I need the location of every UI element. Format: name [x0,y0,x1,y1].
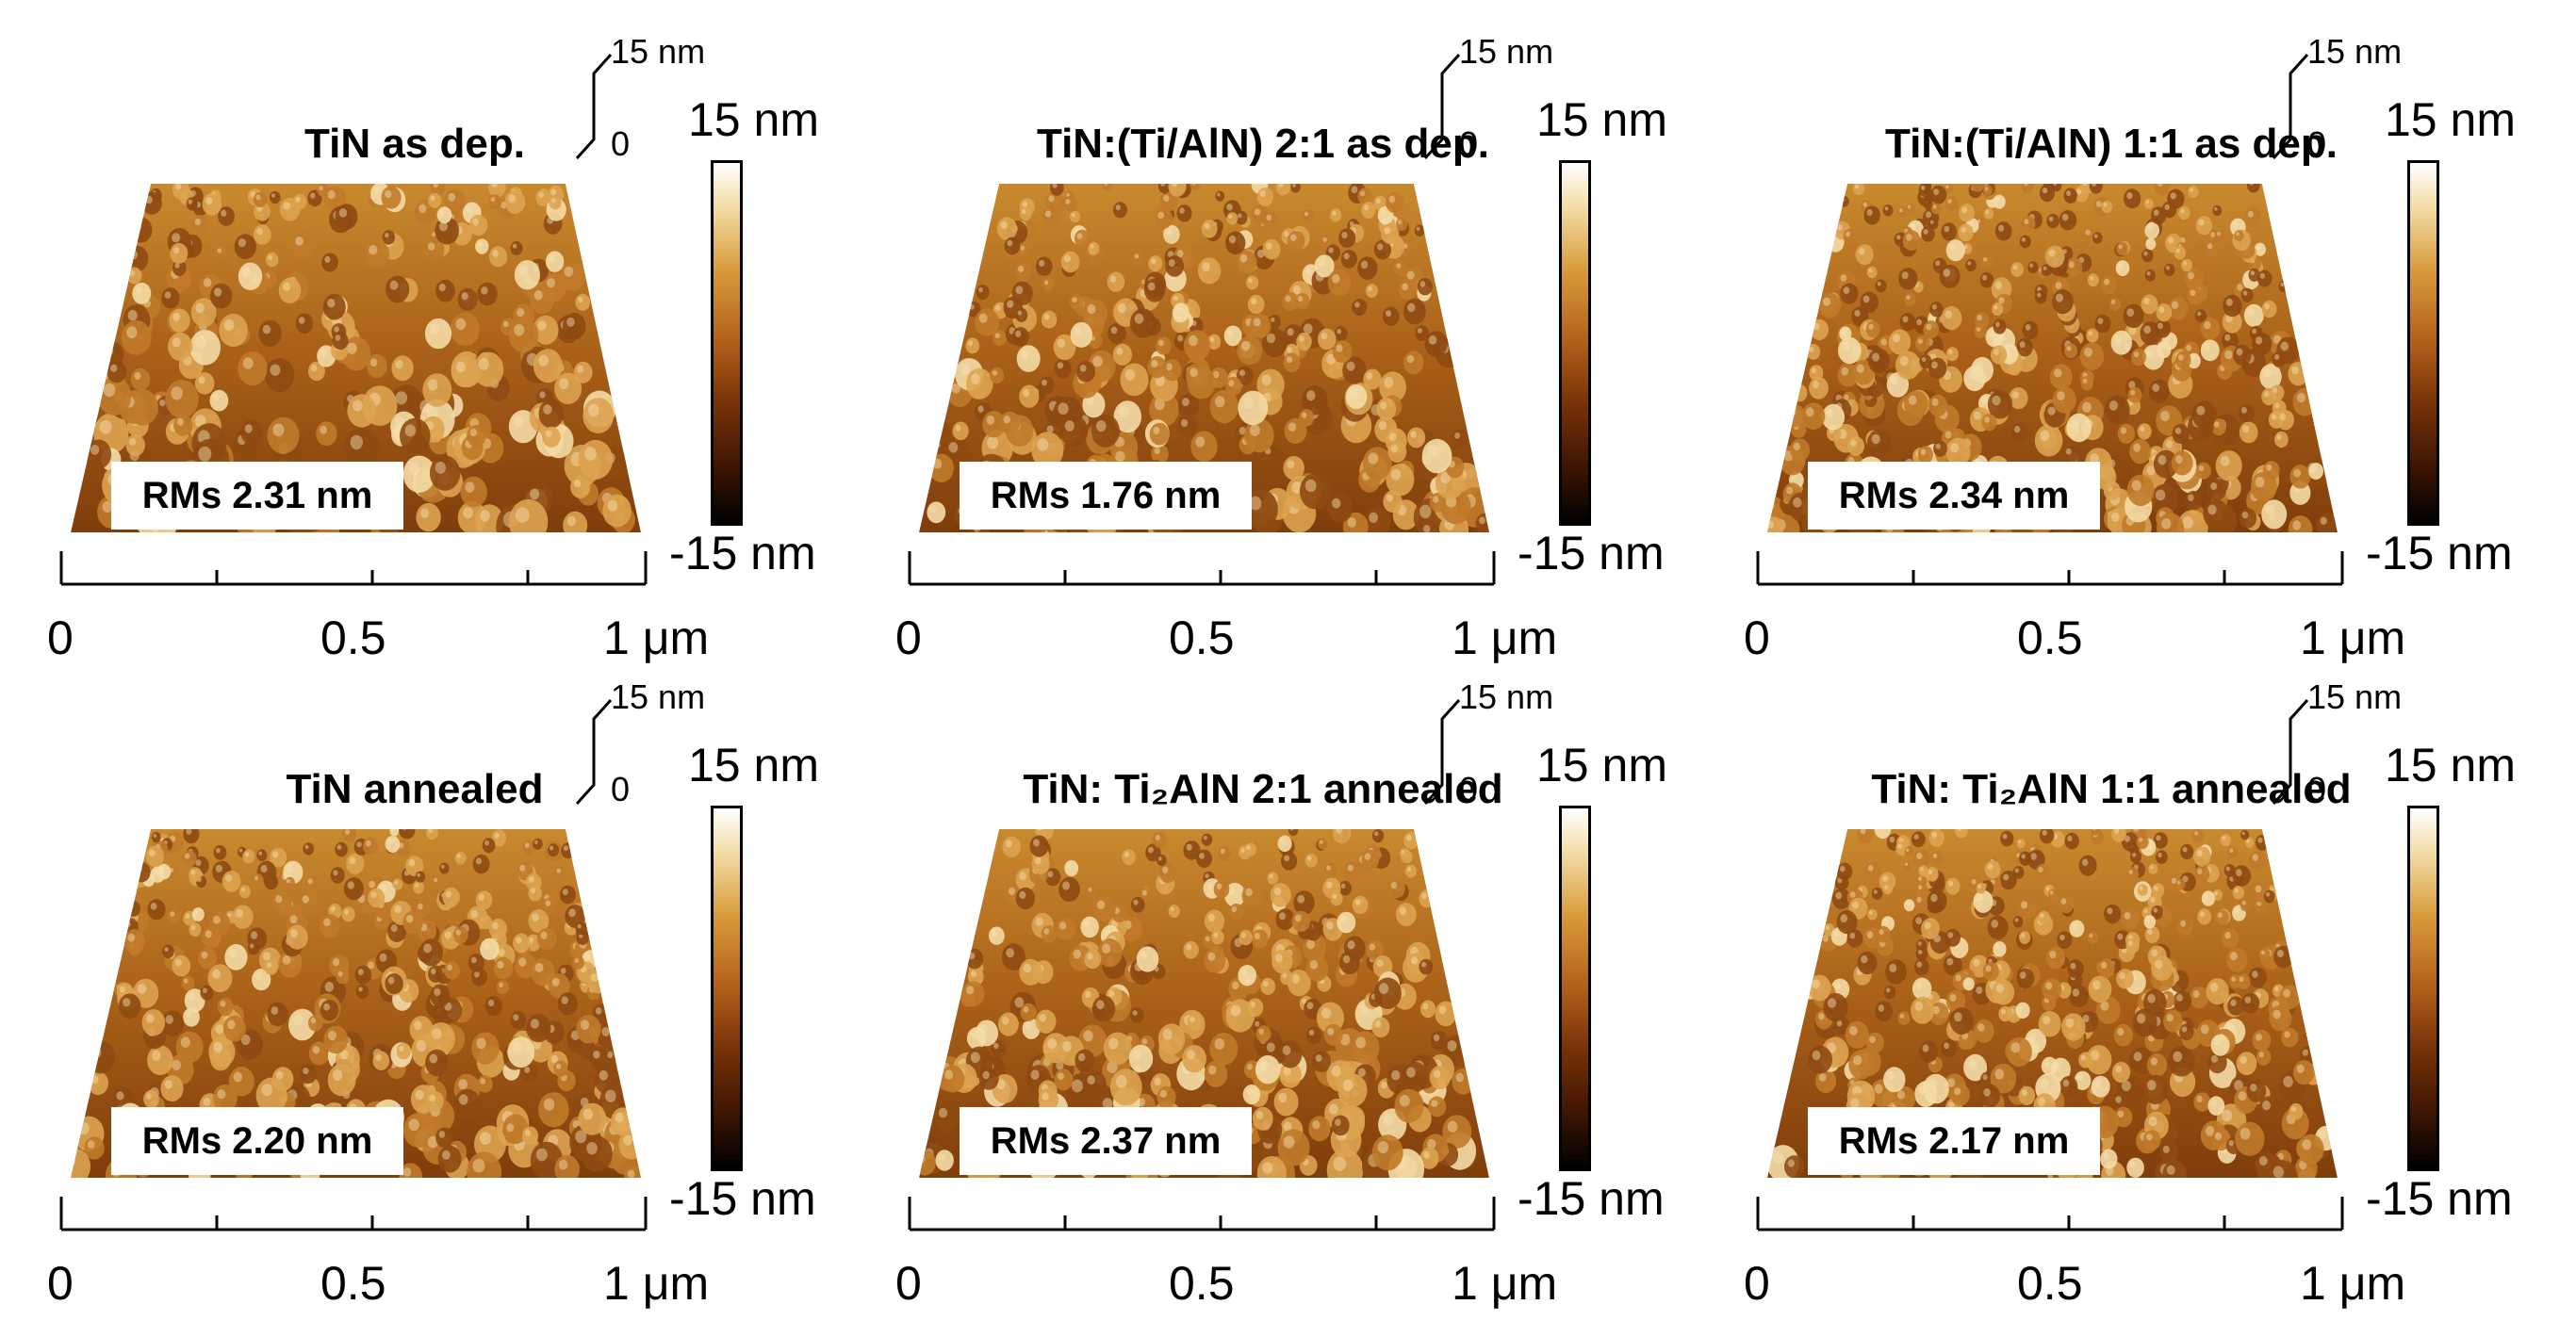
rms-value: RMs 2.20 nm [111,1107,403,1175]
z-scale-zero-label: 0 [1459,124,1479,163]
z-scale-zero-label: 0 [2307,770,2327,808]
panel-title: TiN as dep. [304,121,525,167]
rms-value: RMs 2.31 nm [111,462,403,530]
x-tick-label-1: 1 μm [2300,612,2406,664]
x-tick-label-0-5: 0.5 [2017,1257,2083,1310]
x-tick-label-1: 1 μm [603,612,710,664]
afm-surface-plot [908,698,1496,1231]
height-colorbar [1559,806,1591,1171]
x-tick-label-0-5: 0.5 [320,1257,386,1310]
panel-title: TiN:(Ti/AlN) 1:1 as dep. [1884,121,2338,167]
z-scale-bar [575,698,613,806]
colorbar-max-label: 15 nm [688,93,819,146]
height-colorbar [1559,160,1591,526]
x-axis [908,1197,1496,1231]
x-tick-label-1: 1 μm [1452,612,1558,664]
afm-panel-tin-ti-aln-1-1-as-dep: TiN:(Ti/AlN) 1:1 as dep. RMs 2.34 nm 15 nm… [1715,19,2545,669]
z-scale-zero-label: 0 [1459,770,1479,808]
z-scale-zero-label: 0 [611,124,631,163]
rms-value: RMs 1.76 nm [960,462,1252,530]
afm-surface-plot [1756,698,2344,1231]
x-tick-label-0-5: 0.5 [320,612,386,664]
colorbar-min-label: -15 nm [1518,1172,1665,1225]
rms-value: RMs 2.34 nm [1808,462,2100,530]
x-tick-label-1: 1 μm [1452,1257,1558,1310]
height-colorbar [711,806,743,1171]
colorbar-min-label: -15 nm [669,1172,816,1225]
z-scale-zero-label: 0 [2307,124,2327,163]
x-tick-label-0: 0 [47,612,74,664]
z-scale-zero-label: 0 [611,770,631,808]
afm-panel-tin-ti-aln-2-1-as-dep: TiN:(Ti/AlN) 2:1 as dep. RMs 1.76 nm 15 nm… [867,19,1697,669]
height-colorbar [711,160,743,526]
z-scale-top-label: 15 nm [1459,677,1554,716]
afm-panel-tin-as-dep: TiN as dep. RMs 2.31 nm 15 nm -15 nm 15 nm 0 0… [19,19,848,669]
z-scale-top-label: 15 nm [611,677,706,716]
z-scale-bar [1423,698,1461,806]
x-tick-label-0-5: 0.5 [2017,612,2083,664]
height-colorbar [2407,160,2439,526]
x-axis [1756,1197,2344,1231]
colorbar-max-label: 15 nm [688,739,819,791]
x-tick-label-0: 0 [1744,1257,1770,1310]
colorbar-max-label: 15 nm [2385,93,2516,146]
panel-title: TiN: Ti₂AlN 1:1 annealed [1871,766,2352,812]
afm-surface-plot [59,53,648,586]
rms-value: RMs 2.17 nm [1808,1107,2100,1175]
rms-value: RMs 2.37 nm [960,1107,1252,1175]
afm-surface-plot [1756,53,2344,586]
x-tick-label-1: 1 μm [2300,1257,2406,1310]
x-tick-label-0-5: 0.5 [1169,1257,1235,1310]
z-scale-bar [2272,698,2309,806]
panel-title: TiN: Ti₂AlN 2:1 annealed [1023,766,1503,812]
afm-panel-tin-ti2aln-1-1-annealed: TiN: Ti₂AlN 1:1 annealed RMs 2.17 nm 15 nm… [1715,664,2545,1314]
colorbar-min-label: -15 nm [2366,527,2513,579]
colorbar-min-label: -15 nm [669,527,816,579]
z-scale-top-label: 15 nm [611,32,706,71]
panel-title: TiN annealed [286,766,544,812]
x-axis [908,551,1496,586]
x-axis [59,551,648,586]
x-tick-label-0: 0 [1744,612,1770,664]
colorbar-max-label: 15 nm [1536,93,1667,146]
x-tick-label-0: 0 [47,1257,74,1310]
afm-panel-tin-annealed: TiN annealed RMs 2.20 nm 15 nm -15 nm 15 nm 0… [19,664,848,1314]
x-axis [1756,551,2344,586]
colorbar-min-label: -15 nm [2366,1172,2513,1225]
colorbar-max-label: 15 nm [1536,739,1667,791]
afm-panel-tin-ti2aln-2-1-annealed: TiN: Ti₂AlN 2:1 annealed RMs 2.37 nm 15 nm… [867,664,1697,1314]
x-tick-label-0: 0 [895,612,922,664]
z-scale-bar [2272,53,2309,160]
panel-title: TiN:(Ti/AlN) 2:1 as dep. [1036,121,1489,167]
x-tick-label-0-5: 0.5 [1169,612,1235,664]
colorbar-min-label: -15 nm [1518,527,1665,579]
z-scale-top-label: 15 nm [2307,32,2403,71]
x-tick-label-1: 1 μm [603,1257,710,1310]
colorbar-max-label: 15 nm [2385,739,2516,791]
z-scale-top-label: 15 nm [1459,32,1554,71]
afm-surface-plot [908,53,1496,586]
height-colorbar [2407,806,2439,1171]
z-scale-top-label: 15 nm [2307,677,2403,716]
z-scale-bar [575,53,613,160]
z-scale-bar [1423,53,1461,160]
x-axis [59,1197,648,1231]
x-tick-label-0: 0 [895,1257,922,1310]
